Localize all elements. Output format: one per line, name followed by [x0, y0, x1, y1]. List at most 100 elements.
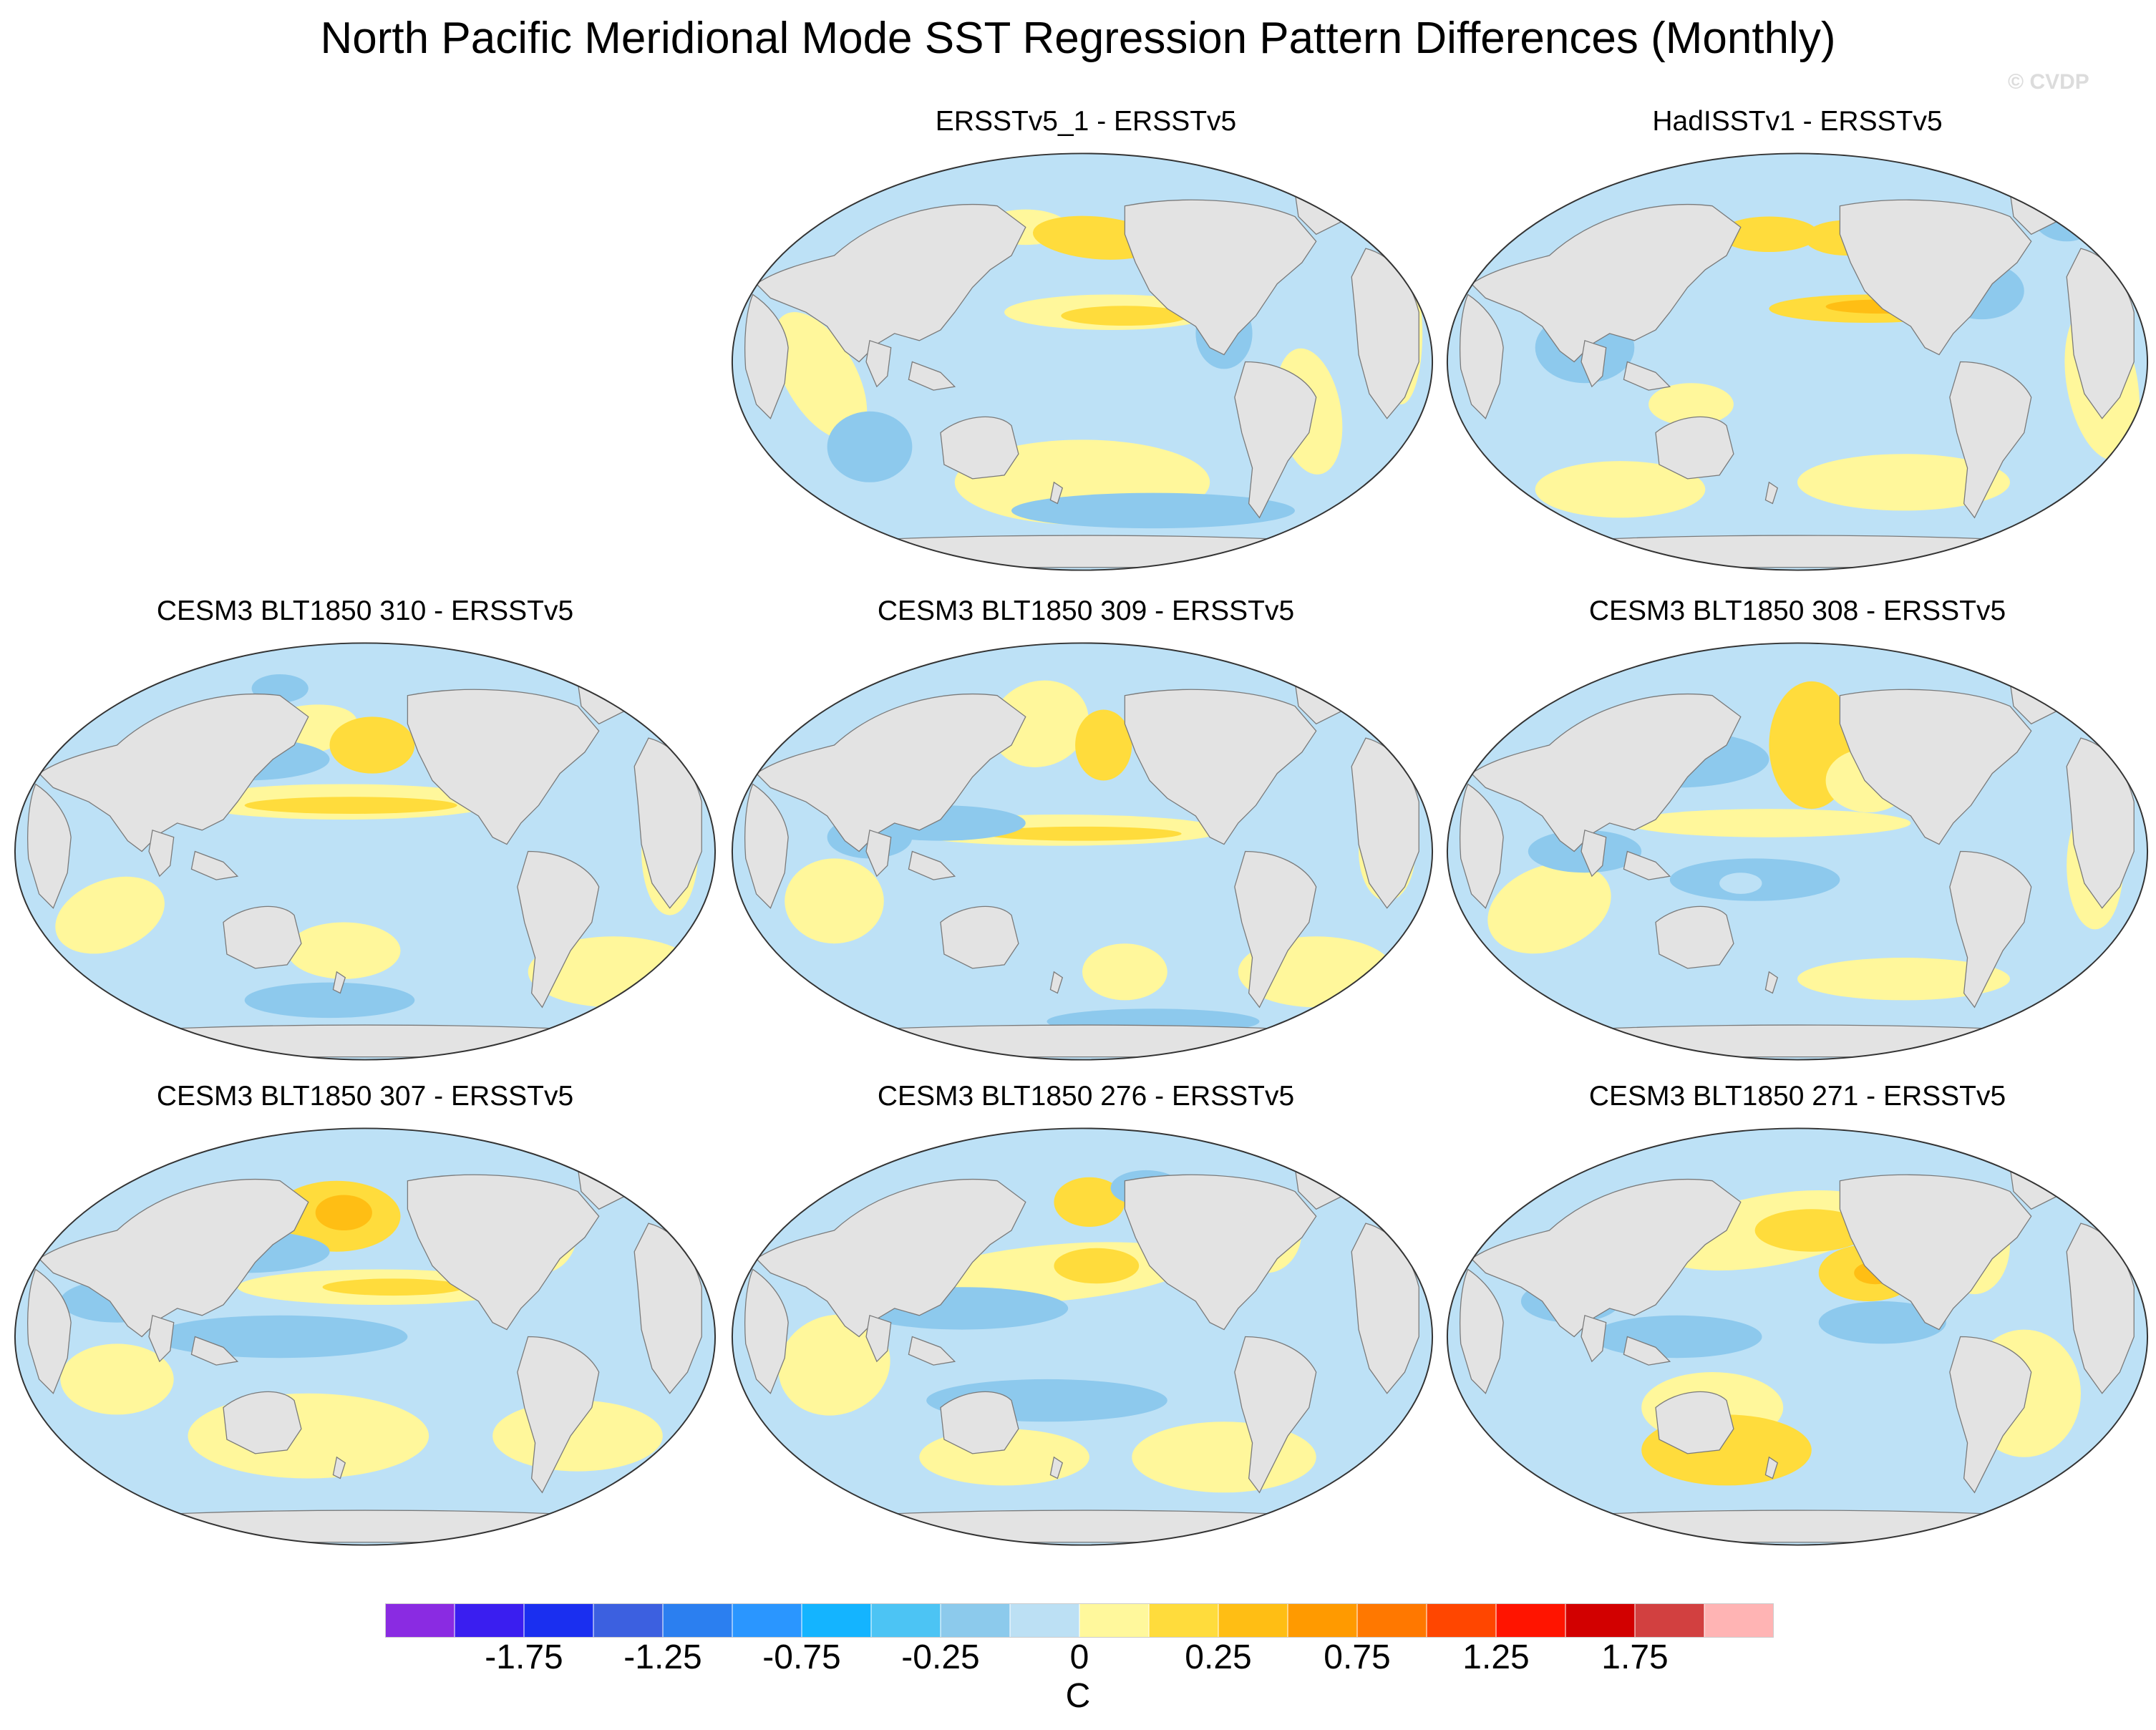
- map-panel-cesm3-276: CESM3 BLT1850 276 - ERSSTv5: [728, 1081, 1444, 1553]
- land-mass: [1351, 248, 1419, 419]
- anomaly-region: [785, 858, 884, 944]
- colorbar-swatch: [523, 1603, 594, 1638]
- colorbar-tick-label: -0.25: [901, 1638, 980, 1676]
- land-mass: [1949, 1336, 2032, 1494]
- colorbar-swatch: [1218, 1603, 1288, 1638]
- land-mass: [1580, 1314, 1607, 1363]
- world-map: [1446, 642, 2149, 1061]
- land-mass: [1839, 1174, 2032, 1331]
- land-mass: [1949, 361, 2032, 519]
- land-mass: [1764, 971, 1779, 994]
- land-mass: [223, 1391, 302, 1454]
- colorbar-tick-label: -1.25: [623, 1638, 702, 1676]
- map-panel-cesm3-307: CESM3 BLT1850 307 - ERSSTv5: [11, 1081, 719, 1553]
- land-mass: [190, 1336, 239, 1366]
- panel-title: CESM3 BLT1850 309 - ERSSTv5: [877, 596, 1295, 626]
- land-mass: [940, 416, 1019, 480]
- map-panel-erssv5-1: ERSSTv5_1 - ERSSTv5: [728, 106, 1444, 578]
- map-panel-cesm3-310: CESM3 BLT1850 310 - ERSSTv5: [11, 596, 719, 1068]
- land-mass: [865, 1314, 892, 1363]
- anomaly-region: [329, 716, 415, 774]
- colorbar-tick-label: 1.25: [1462, 1638, 1530, 1676]
- land-mass: [1764, 481, 1779, 505]
- colorbar-swatch: [1565, 1603, 1636, 1638]
- map-border: [731, 642, 1434, 1061]
- land-mass: [744, 783, 789, 909]
- land-mass: [1764, 1456, 1779, 1479]
- land-mass: [1623, 850, 1671, 880]
- land-mass: [908, 1336, 956, 1366]
- colorbar-swatch: [1009, 1603, 1080, 1638]
- land-mass: [1580, 339, 1607, 388]
- land-mass: [1124, 1174, 1317, 1331]
- map-panel-hadisst: HadISSTv1 - ERSSTv5: [1443, 106, 2152, 578]
- land-mass: [865, 339, 892, 388]
- world-map: [731, 152, 1434, 571]
- world-map: [14, 642, 717, 1061]
- colorbar-tick-label: -0.75: [762, 1638, 841, 1676]
- land-mass: [407, 689, 600, 845]
- anomaly-region: [991, 680, 1089, 767]
- anomaly-region: [827, 411, 913, 482]
- colorbar-swatch: [1634, 1603, 1705, 1638]
- land-mass: [148, 1314, 175, 1363]
- anomaly-region: [1797, 454, 2010, 511]
- anomaly-region: [1075, 709, 1132, 781]
- colorbar-swatch: [385, 1603, 455, 1638]
- land-mass: [1623, 1336, 1671, 1366]
- anomaly-region: [983, 826, 1182, 841]
- land-mass: [790, 1024, 1374, 1058]
- anomaly-region: [1754, 1209, 1868, 1252]
- colorbar-swatch: [870, 1603, 941, 1638]
- land-mass: [1234, 850, 1317, 1009]
- map-border: [731, 152, 1434, 571]
- colorbar-swatch: [1704, 1603, 1774, 1638]
- anomaly-region: [152, 1315, 408, 1359]
- colorbar-swatch: [940, 1603, 1011, 1638]
- colorbar-tick-label: 1.75: [1601, 1638, 1669, 1676]
- colorbar-swatch: [1148, 1603, 1219, 1638]
- land-mass: [633, 1223, 702, 1394]
- world-map: [1446, 1127, 2149, 1546]
- figure-title: North Pacific Meridional Mode SST Regres…: [320, 14, 1836, 63]
- panel-title: CESM3 BLT1850 271 - ERSSTv5: [1588, 1081, 2006, 1112]
- colorbar-tick-label: 0: [1069, 1638, 1089, 1676]
- panel-title: HadISSTv1 - ERSSTv5: [1652, 106, 1943, 137]
- land-mass: [2066, 1223, 2135, 1394]
- anomaly-region: [773, 312, 868, 440]
- world-map: [1446, 152, 2149, 571]
- land-mass: [27, 783, 72, 909]
- anomaly-region: [1054, 1177, 1125, 1228]
- land-mass: [27, 1268, 72, 1394]
- colorbar-swatch: [454, 1603, 525, 1638]
- colorbar-unit: C: [1065, 1677, 1091, 1715]
- anomaly-region: [1591, 1315, 1762, 1359]
- land-mass: [1470, 203, 1742, 363]
- land-mass: [1460, 783, 1504, 909]
- anomaly-region: [287, 922, 401, 979]
- colorbar-swatch: [732, 1603, 802, 1638]
- anomaly-region: [55, 876, 165, 954]
- anomaly-region: [244, 797, 457, 815]
- colorbar-swatch: [1079, 1603, 1150, 1638]
- anomaly-region: [1719, 873, 1762, 894]
- map-border: [14, 1127, 717, 1546]
- land-mass: [1124, 199, 1317, 356]
- land-mass: [1623, 361, 1671, 391]
- world-map: [731, 642, 1434, 1061]
- land-mass: [908, 361, 956, 391]
- anomaly-region: [1535, 461, 1706, 518]
- land-mass: [755, 693, 1026, 852]
- map-panel-cesm3-271: CESM3 BLT1850 271 - ERSSTv5: [1443, 1081, 2152, 1553]
- land-mass: [517, 1336, 600, 1494]
- land-mass: [332, 1456, 346, 1479]
- land-mass: [1839, 199, 2032, 356]
- map-border: [1446, 642, 2149, 1061]
- anomaly-region: [1719, 216, 1819, 253]
- anomaly-region: [1797, 958, 2010, 1001]
- anomaly-region: [1054, 1248, 1140, 1284]
- anomaly-region: [1818, 1301, 1946, 1344]
- colorbar-swatch: [1287, 1603, 1358, 1638]
- land-mass: [1949, 850, 2032, 1009]
- colorbar-tick-label: -1.75: [485, 1638, 563, 1676]
